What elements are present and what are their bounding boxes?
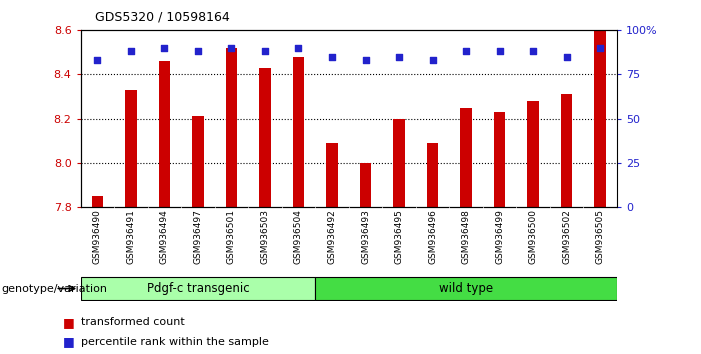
Bar	[594, 30, 606, 207]
Point	[226, 45, 237, 51]
Text: wild type: wild type	[439, 282, 493, 295]
Bar	[393, 119, 405, 207]
Text: GSM936498: GSM936498	[461, 209, 470, 264]
Text: GSM936494: GSM936494	[160, 209, 169, 264]
Bar	[427, 143, 438, 207]
Bar	[158, 61, 170, 207]
Text: GSM936491: GSM936491	[126, 209, 135, 264]
Text: percentile rank within the sample: percentile rank within the sample	[81, 337, 268, 347]
Point	[327, 54, 338, 59]
Bar	[561, 94, 573, 207]
Point	[360, 57, 371, 63]
Bar	[326, 143, 338, 207]
Bar	[360, 163, 372, 207]
Text: GSM936501: GSM936501	[227, 209, 236, 264]
Text: GSM936502: GSM936502	[562, 209, 571, 264]
Point	[527, 48, 538, 54]
Bar	[292, 57, 304, 207]
Point	[594, 45, 606, 51]
Text: genotype/variation: genotype/variation	[1, 284, 107, 293]
Point	[293, 45, 304, 51]
Text: GSM936505: GSM936505	[596, 209, 605, 264]
Point	[494, 48, 505, 54]
Text: GSM936497: GSM936497	[193, 209, 203, 264]
Text: GSM936499: GSM936499	[495, 209, 504, 264]
Point	[92, 57, 103, 63]
Text: GSM936504: GSM936504	[294, 209, 303, 264]
Point	[561, 54, 572, 59]
Bar	[494, 112, 505, 207]
Text: Pdgf-c transgenic: Pdgf-c transgenic	[147, 282, 250, 295]
Point	[461, 48, 472, 54]
FancyBboxPatch shape	[81, 278, 315, 299]
Bar	[259, 68, 271, 207]
Text: GDS5320 / 10598164: GDS5320 / 10598164	[95, 11, 229, 24]
Point	[393, 54, 404, 59]
Text: GSM936500: GSM936500	[529, 209, 538, 264]
Text: ■: ■	[63, 316, 75, 329]
Text: GSM936493: GSM936493	[361, 209, 370, 264]
Text: transformed count: transformed count	[81, 317, 184, 327]
FancyBboxPatch shape	[315, 278, 617, 299]
Bar	[125, 90, 137, 207]
Bar	[192, 116, 204, 207]
Bar	[527, 101, 539, 207]
Text: ■: ■	[63, 335, 75, 348]
Point	[427, 57, 438, 63]
Bar	[92, 196, 103, 207]
Bar	[460, 108, 472, 207]
Text: GSM936496: GSM936496	[428, 209, 437, 264]
Bar	[226, 48, 238, 207]
Text: GSM936495: GSM936495	[395, 209, 404, 264]
Point	[159, 45, 170, 51]
Point	[125, 48, 137, 54]
Point	[192, 48, 203, 54]
Point	[259, 48, 271, 54]
Text: GSM936490: GSM936490	[93, 209, 102, 264]
Text: GSM936492: GSM936492	[327, 209, 336, 264]
Text: GSM936503: GSM936503	[261, 209, 269, 264]
